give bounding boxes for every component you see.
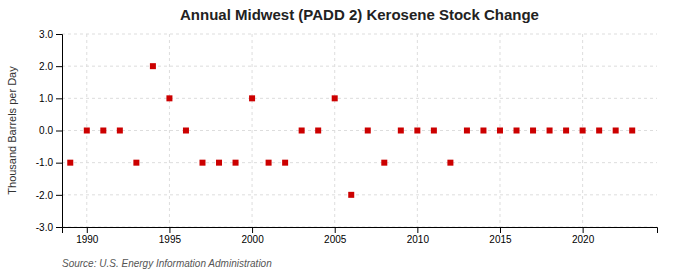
point	[530, 128, 536, 134]
point	[414, 128, 420, 134]
x-axis-line	[63, 228, 658, 234]
point	[299, 128, 305, 134]
y-tick-mark	[56, 131, 62, 132]
point	[348, 192, 354, 198]
y-tick-label: 3.0	[39, 29, 53, 40]
x-tick: 1995	[159, 227, 182, 245]
point	[464, 128, 470, 134]
point	[514, 128, 520, 134]
y-tick-mark	[56, 98, 62, 99]
point	[629, 128, 635, 134]
y-tick-mark	[56, 163, 62, 164]
x-tick-mark	[335, 227, 336, 233]
point	[480, 128, 486, 134]
point	[580, 128, 586, 134]
y-tick-mark	[56, 227, 62, 228]
x-grid-line	[334, 34, 335, 227]
x-tick-label: 1995	[159, 234, 182, 245]
y-tick: 3.0	[39, 29, 62, 40]
x-tick-mark	[252, 227, 253, 233]
point	[332, 95, 338, 101]
y-axis-title: Thousand Barrels per Day	[6, 66, 18, 195]
y-tick-label: 1.0	[39, 93, 53, 104]
y-tick: 2.0	[39, 61, 62, 72]
x-tick-label: 2020	[572, 234, 595, 245]
x-tick-mark	[87, 227, 88, 233]
y-tick-label: -1.0	[36, 157, 54, 168]
point	[315, 128, 321, 134]
point	[233, 160, 239, 166]
y-tick-label: -3.0	[36, 222, 54, 233]
y-tick: -3.0	[36, 222, 62, 233]
point	[166, 95, 172, 101]
point	[365, 128, 371, 134]
x-axis: 1990 1995 2000 2005 2010 2015 2020	[63, 227, 658, 245]
x-tick-mark	[169, 227, 170, 233]
x-tick: 1990	[76, 227, 99, 245]
x-tick-mark	[500, 227, 501, 233]
point	[199, 160, 205, 166]
y-tick-label: 0.0	[39, 125, 53, 136]
y-tick-mark	[56, 66, 62, 67]
point	[282, 160, 288, 166]
x-tick-label: 2015	[489, 234, 512, 245]
point	[547, 128, 553, 134]
point	[84, 128, 90, 134]
y-grid-line	[62, 194, 657, 195]
y-grid-line	[62, 162, 657, 163]
point	[117, 128, 123, 134]
point	[431, 128, 437, 134]
y-tick: 1.0	[39, 93, 62, 104]
point	[183, 128, 189, 134]
point	[381, 160, 387, 166]
point	[613, 128, 619, 134]
y-grid-line	[62, 34, 657, 35]
y-tick-label: 2.0	[39, 61, 53, 72]
point	[216, 160, 222, 166]
point	[150, 63, 156, 69]
point	[596, 128, 602, 134]
y-tick: 0.0	[39, 125, 62, 136]
x-tick: 2005	[324, 227, 347, 245]
y-tick-mark	[56, 34, 62, 35]
x-tick: 2015	[489, 227, 512, 245]
x-tick-label: 1990	[76, 234, 99, 245]
point	[563, 128, 569, 134]
y-tick-label: -2.0	[36, 190, 54, 201]
point	[398, 128, 404, 134]
grid	[62, 34, 657, 227]
y-axis: -3.0 -2.0 -1.0 0.0 1.0 2.0 3.0	[36, 29, 63, 233]
y-axis-line	[56, 35, 63, 228]
x-grid-line	[169, 34, 170, 227]
y-grid-line	[62, 98, 657, 99]
x-tick-mark	[417, 227, 418, 233]
x-tick-label: 2010	[407, 234, 430, 245]
point	[67, 160, 73, 166]
x-tick-label: 2005	[324, 234, 347, 245]
x-tick-label: 2000	[241, 234, 264, 245]
x-grid-line	[252, 34, 253, 227]
y-tick: -2.0	[36, 190, 62, 201]
x-tick-mark	[583, 227, 584, 233]
point	[266, 160, 272, 166]
x-tick: 2000	[241, 227, 264, 245]
source: Source: U.S. Energy Information Administ…	[62, 258, 272, 269]
plot-area: 1990 1995 2000 2005 2010 2015 2020 -3.0 -2.0 -1.0…	[36, 29, 658, 245]
data-points	[67, 63, 635, 198]
chart: 1990 1995 2000 2005 2010 2015 2020 -3.0 -2.0 -1.0…	[0, 0, 675, 275]
y-tick: -1.0	[36, 157, 62, 168]
point	[133, 160, 139, 166]
point	[249, 95, 255, 101]
title: Annual Midwest (PADD 2) Kerosene Stock C…	[180, 6, 539, 23]
point	[447, 160, 453, 166]
point	[100, 128, 106, 134]
x-tick: 2010	[407, 227, 430, 245]
point	[497, 128, 503, 134]
x-tick: 2020	[572, 227, 595, 245]
y-tick-mark	[56, 195, 62, 196]
